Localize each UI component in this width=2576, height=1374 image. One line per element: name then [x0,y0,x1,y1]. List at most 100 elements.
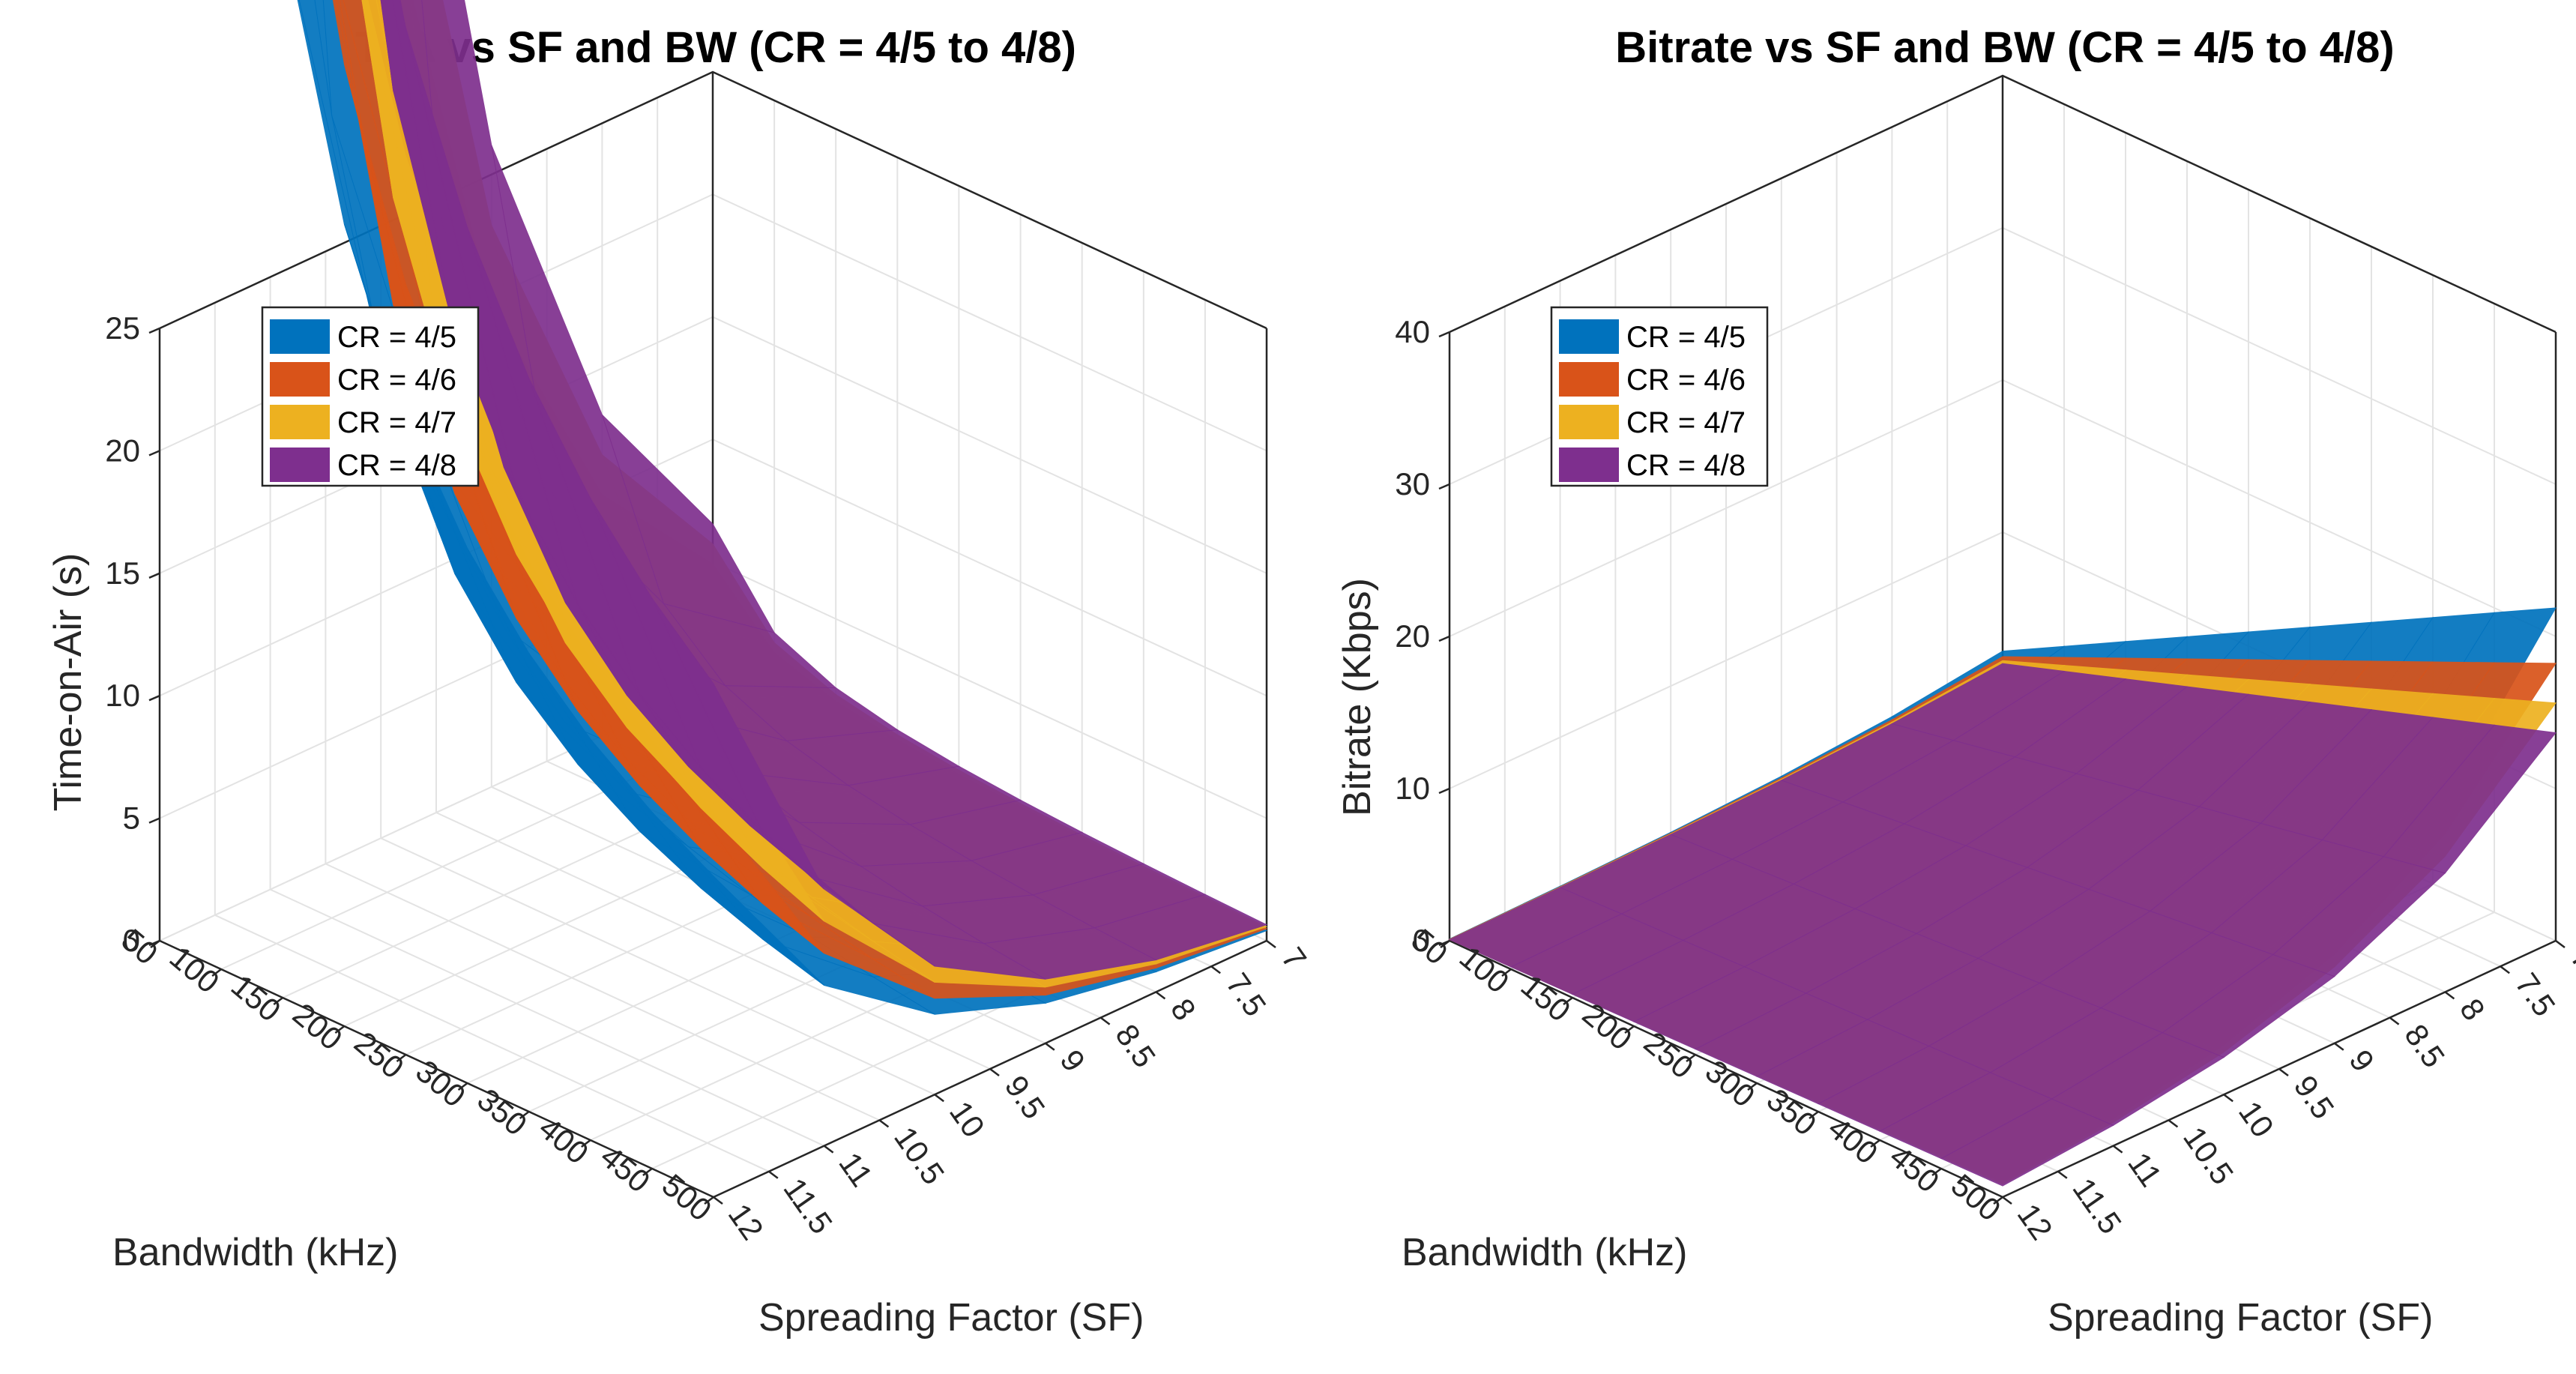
z-tick-label: 20 [1395,618,1430,654]
sf-tick [713,1196,723,1205]
z-tick-label: 5 [123,801,140,836]
legend-swatch [1559,319,1619,354]
gridline [214,302,770,1172]
bandwidth-tick [1931,1168,1942,1176]
z-tick-label: 25 [105,310,140,346]
sf-tick-label: 9 [2342,1043,2381,1078]
bitrate-legend: CR = 4/5 CR = 4/6 CR = 4/7 CR = 4/8 [1550,306,1769,487]
sf-tick-label: 11.5 [2066,1172,2129,1240]
legend-label: CR = 4/7 [1626,406,1746,439]
sf-tick-label: 8 [1164,992,1203,1027]
sf-tick-label: 8.5 [1108,1018,1162,1074]
toa-surfaces [297,0,1268,1015]
z-tick [148,817,160,824]
bandwidth-tick [1993,1196,2003,1205]
sf-tick [1045,1042,1055,1051]
sf-tick [2334,1042,2344,1051]
bandwidth-tick-label: 150 [225,968,288,1028]
legend-swatch [1559,405,1619,439]
toa-x-axis-label: Bandwidth (kHz) [112,1231,398,1274]
surface-cr-4-8 [380,0,1268,980]
sf-tick [2500,965,2510,974]
sf-tick [768,1170,779,1179]
sf-tick [1100,1016,1111,1025]
z-tick-label: 10 [1395,771,1430,806]
z-tick [148,695,160,702]
legend-label: CR = 4/8 [337,449,456,482]
bitrate-surfaces [1448,607,2557,1187]
legend-swatch [270,448,330,482]
z-tick [1438,787,1450,795]
sf-tick [823,1145,834,1154]
sf-tick-label: 9 [1053,1043,1092,1078]
bandwidth-tick-label: 450 [594,1139,657,1199]
toa-z-axis-label: Time-on-Air (s) [46,553,90,812]
z-tick [1438,483,1450,490]
bandwidth-tick-label: 250 [348,1025,411,1085]
sf-tick [934,1094,944,1103]
surface-patch [380,0,456,334]
bitrate-chart-title: Bitrate vs SF and BW (CR = 4/5 to 4/8) [1615,23,2394,72]
sf-tick-label: 8.5 [2398,1018,2452,1074]
z-tick [1438,635,1450,642]
bandwidth-tick [396,1054,407,1062]
bitrate-x-axis-label: Bandwidth (kHz) [1402,1231,1687,1274]
sf-tick-label: 9.5 [2287,1069,2341,1125]
toa-y-axis-label: Spreading Factor (SF) [758,1296,1144,1340]
sf-tick [1155,991,1166,1000]
sf-tick-label: 7 [2564,941,2576,975]
bandwidth-tick [1563,997,1573,1005]
bandwidth-tick [519,1111,530,1119]
sf-tick-label: 7.5 [1219,966,1273,1022]
bandwidth-tick [150,940,160,948]
sf-tick [989,1068,1000,1076]
z-tick-label: 20 [105,433,140,468]
sf-tick-label: 7.5 [2509,966,2563,1022]
z-tick-label: 0 [123,923,140,958]
legend-swatch [1559,448,1619,482]
sf-tick [2555,940,2566,948]
z-tick-label: 10 [105,678,140,713]
bandwidth-tick [642,1168,653,1176]
legend-swatch [270,405,330,439]
z-tick-label: 0 [1413,923,1430,958]
sf-tick-label: 12 [2011,1197,2060,1246]
sf-tick [2223,1094,2233,1103]
z-tick [148,572,160,579]
sf-tick [2168,1119,2179,1128]
bandwidth-tick [211,968,222,977]
z-tick-label: 15 [105,555,140,591]
surface-patch [651,811,824,986]
sf-tick-label: 11 [832,1146,880,1193]
bandwidth-tick-label: 400 [532,1110,595,1171]
z-tick-label: 30 [1395,466,1430,501]
bandwidth-tick-label: 350 [471,1082,534,1142]
surface-patch [651,597,825,890]
bandwidth-tick [334,1025,346,1034]
bandwidth-tick [1440,940,1450,948]
legend-label: CR = 4/8 [1626,449,1746,482]
bandwidth-tick-label: 500 [656,1167,719,1228]
z-tick [148,450,160,457]
bandwidth-tick [1747,1082,1758,1091]
z-tick [148,327,160,334]
sf-tick [2278,1068,2289,1076]
legend-label: CR = 4/5 [337,321,456,354]
surface-cr-4-8 [1448,663,2557,1187]
sf-tick-label: 7 [1275,941,1314,975]
sf-tick-label: 10.5 [2177,1121,2240,1191]
sf-tick [2444,991,2455,1000]
bandwidth-tick [1870,1139,1880,1148]
sf-tick [2389,1016,2400,1025]
sf-tick-label: 12 [722,1197,770,1246]
z-tick [1438,331,1450,338]
legend-label: CR = 4/5 [1626,321,1746,354]
legend-label: CR = 4/6 [1626,364,1746,397]
sf-tick-label: 8 [2453,992,2492,1027]
bitrate-y-axis-label: Spreading Factor (SF) [2048,1296,2433,1340]
z-tick-label: 40 [1395,314,1430,349]
legend-label: CR = 4/7 [337,406,456,439]
sf-tick [2057,1170,2068,1179]
bandwidth-tick [704,1196,714,1205]
